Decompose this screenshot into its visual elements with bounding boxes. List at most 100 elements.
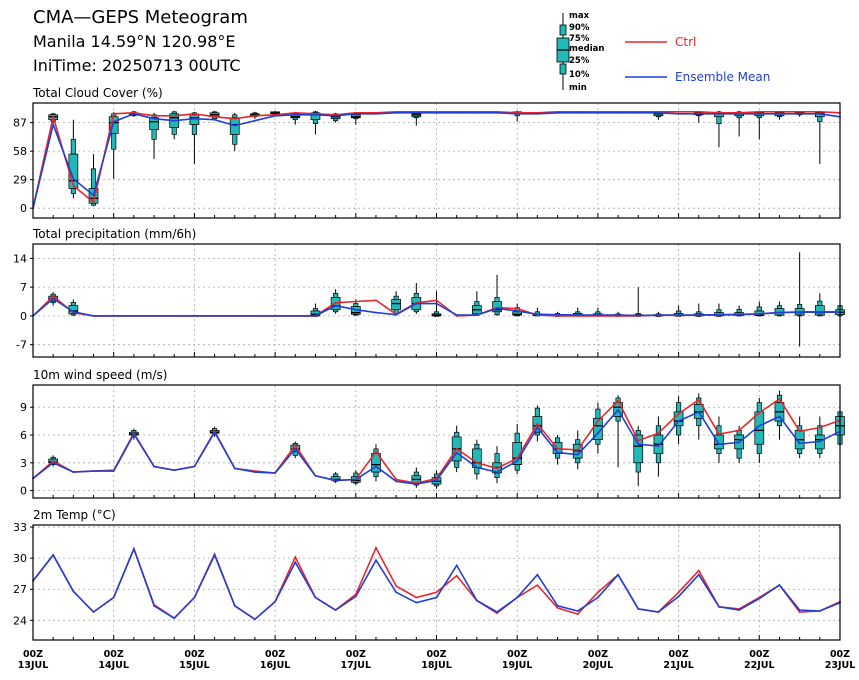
mean-point [798, 112, 801, 115]
mean-point [657, 611, 660, 613]
mean-point [395, 111, 398, 114]
panel-title: 2m Temp (°C) [33, 508, 116, 522]
mean-point [475, 314, 478, 316]
box-lower [70, 313, 76, 316]
box-upper [554, 437, 561, 443]
box-upper [534, 407, 540, 417]
ctrl-point [637, 439, 640, 442]
box-plot [330, 112, 341, 123]
legend-lower-box [559, 63, 567, 75]
box-lower [655, 453, 661, 464]
box-plot [714, 110, 724, 148]
mean-point [496, 111, 498, 114]
box-lower [433, 483, 440, 487]
ctrl-point [334, 301, 337, 304]
mean-point [536, 313, 539, 316]
x-tick-hour: 00Z [265, 649, 285, 660]
mean-point [637, 443, 640, 446]
mean-point [334, 304, 337, 307]
mean-point [475, 599, 478, 602]
box-plot [754, 397, 765, 463]
init-time-label: IniTime: 20250713 00UTC [33, 56, 241, 75]
ctrl-point [597, 591, 599, 594]
y-tick-label: 87 [13, 117, 27, 130]
box-upper [797, 304, 803, 309]
mean-point [475, 111, 478, 114]
box-upper [676, 310, 682, 314]
ctrl-point [576, 613, 579, 615]
mean-point [556, 451, 559, 454]
box-upper [70, 301, 76, 306]
ctrl-point [657, 432, 660, 435]
box-lower [655, 115, 661, 118]
mean-point [597, 314, 599, 316]
ctrl-point [818, 110, 821, 113]
box-lower [696, 417, 702, 427]
y-tick-label: 24 [13, 614, 27, 627]
mean-point [455, 451, 458, 454]
mean-point [132, 547, 135, 550]
mean-point [818, 440, 821, 443]
mean-point [72, 590, 75, 593]
box-lower [696, 114, 702, 117]
mean-point [455, 111, 458, 114]
legend-box-label: min [569, 83, 587, 93]
ctrl-point [718, 433, 720, 435]
box-plot [512, 423, 523, 474]
mean-point [274, 315, 276, 317]
box-lower [635, 462, 641, 473]
mean-point [395, 591, 398, 594]
ctrl-point [597, 420, 599, 423]
legend-box-label: max [569, 11, 590, 21]
mean-point [314, 596, 317, 599]
ctrl-point [536, 584, 539, 586]
box-lower [151, 129, 157, 140]
mean-point [597, 111, 599, 114]
mean-point [132, 433, 135, 435]
box-upper [716, 309, 722, 313]
mean-point [657, 314, 660, 316]
ctrl-point [556, 606, 559, 609]
mean-point [354, 308, 357, 311]
box-lower [433, 315, 440, 317]
mean-point [597, 432, 599, 435]
box-lower [776, 420, 783, 427]
ctrl-point [496, 467, 498, 470]
box-upper [474, 301, 480, 306]
mean-point [415, 483, 418, 486]
box-lower [797, 448, 803, 454]
box-lower [716, 116, 722, 124]
mean-point [435, 302, 438, 305]
mean-point [778, 311, 781, 314]
x-tick-date: 14JUL [98, 660, 129, 671]
x-tick-hour: 00Z [184, 649, 204, 660]
y-tick-label: 14 [13, 252, 27, 265]
box-upper [70, 139, 76, 155]
mean-point [254, 471, 256, 473]
mean-point [576, 111, 579, 114]
legend-box-label: 75% [569, 34, 590, 44]
x-tick-hour: 00Z [426, 649, 446, 660]
ctrl-point [435, 477, 438, 480]
mean-point [233, 467, 236, 470]
box-plot [814, 416, 825, 459]
mean-point [294, 561, 297, 564]
box-plot [209, 110, 220, 120]
box-plot [633, 287, 644, 317]
box-upper [756, 306, 762, 312]
box-lower [575, 457, 581, 464]
mean-point [718, 443, 720, 446]
box-lower [171, 127, 177, 135]
box-plot [371, 444, 381, 482]
mean-point [576, 610, 579, 612]
box-lower [292, 451, 298, 456]
mean-point [576, 314, 579, 316]
y-tick-label: 27 [13, 583, 27, 596]
mean-point [193, 315, 196, 317]
ctrl-point [213, 115, 216, 118]
mean-point [294, 448, 297, 450]
ctrl-point [556, 315, 559, 317]
box-upper [736, 308, 742, 313]
ctrl-point [395, 478, 398, 481]
